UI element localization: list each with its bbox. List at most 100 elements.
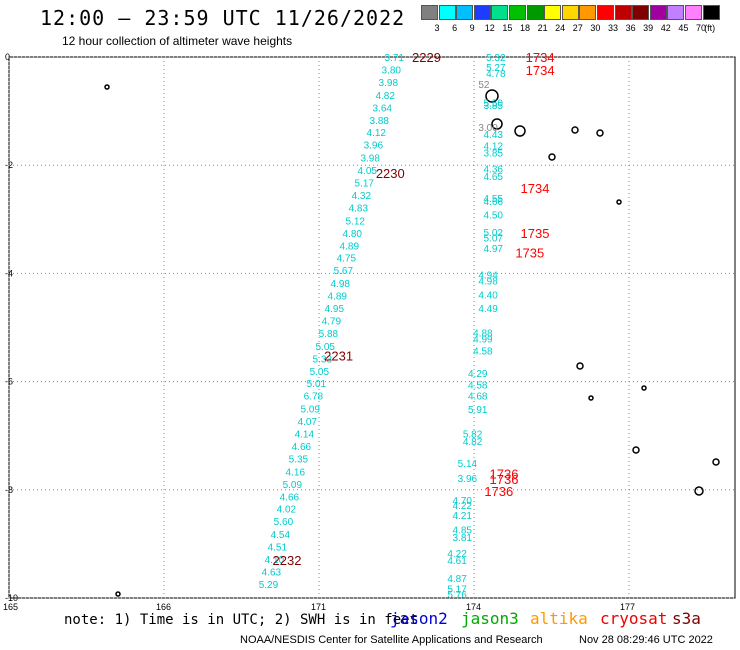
swh-value: 3.98	[379, 78, 399, 89]
legend-swatch	[579, 5, 597, 20]
satellite-label-altika: altika	[530, 609, 588, 628]
island-shape	[588, 395, 594, 401]
swh-value: 4.80	[343, 229, 363, 240]
swh-value: 4.61	[447, 556, 467, 567]
swh-value: 4.87	[447, 574, 467, 585]
swh-value: 4.79	[322, 316, 342, 327]
swh-value: 4.36	[484, 164, 504, 175]
swh-value: 4.02	[277, 505, 297, 516]
swh-value: 5.35	[289, 454, 309, 465]
time-label: 2229	[412, 50, 441, 65]
island-shape	[115, 591, 121, 597]
swh-value: 5.02	[484, 228, 504, 239]
swh-value: 4.43	[484, 130, 504, 141]
legend-label: 3	[434, 23, 440, 33]
legend-swatch	[632, 5, 650, 20]
swh-value: 5.32	[486, 53, 506, 64]
swh-value: 5.12	[345, 216, 365, 227]
legend-swatch	[526, 5, 544, 20]
swh-value: 5.82	[463, 430, 483, 441]
island-shape	[571, 126, 579, 134]
swh-value: 5.27	[486, 63, 506, 74]
lon-tick-label: 171	[311, 602, 326, 612]
legend-label: 15	[502, 23, 513, 33]
swh-value: 3.88	[370, 116, 390, 127]
swh-value: 5.07	[484, 234, 504, 245]
swh-value: 5.17	[447, 585, 467, 596]
legend-label: 33	[607, 23, 618, 33]
swh-value: 4.82	[463, 437, 483, 448]
swh-value: 4.66	[484, 197, 504, 208]
swh-value: 5.09	[301, 405, 321, 416]
lat-tick-label: -8	[5, 485, 13, 495]
legend-label: 6	[452, 23, 458, 33]
island-shape	[548, 153, 556, 161]
lat-tick-label: -6	[5, 377, 13, 387]
swh-value: 4.99	[473, 335, 493, 346]
swh-value: 4.12	[367, 128, 387, 139]
island-shape	[514, 125, 526, 137]
legend-label: 45	[678, 23, 689, 33]
swh-value: 5.33	[313, 354, 333, 365]
legend-label: 9	[469, 23, 475, 33]
swh-value: 5.67	[334, 266, 354, 277]
lat-tick-label: 0	[5, 52, 10, 62]
time-label: 2231	[324, 349, 353, 364]
swh-value: 3.80	[382, 65, 402, 76]
time-label: 1736	[484, 484, 513, 499]
swh-value: 4.29	[468, 369, 488, 380]
swh-value: 3.71	[385, 53, 405, 64]
swh-value: 4.07	[298, 417, 318, 428]
legend-swatch	[438, 5, 456, 20]
swh-value: 4.68	[468, 392, 488, 403]
swh-value: 4.14	[295, 430, 315, 441]
footer-note: note: 1) Time is in UTC; 2) SWH is in fe…	[64, 612, 419, 628]
swh-value: 4.51	[268, 543, 288, 554]
swh-value: 5.76	[447, 590, 467, 601]
lat-tick-label: -10	[5, 593, 18, 603]
swh-value: 5.91	[468, 405, 488, 416]
legend-label: 30	[590, 23, 601, 33]
island-shape	[596, 129, 604, 137]
swh-value: 5.09	[283, 480, 303, 491]
swh-value: 4.94	[478, 271, 498, 282]
page-title: 12:00 – 23:59 UTC 11/26/2022	[40, 6, 406, 30]
swh-value: 4.89	[328, 292, 348, 303]
swh-value: 4.89	[340, 241, 360, 252]
legend-swatch	[702, 5, 720, 20]
lon-tick-label: 174	[466, 602, 481, 612]
swh-value: 3.00	[478, 123, 498, 134]
legend-swatch	[649, 5, 667, 20]
legend-label: 18	[519, 23, 530, 33]
swh-value: 4.58	[468, 380, 488, 391]
swh-value: 4.98	[478, 277, 498, 288]
legend-swatch	[597, 5, 614, 20]
swh-value: 5.17	[355, 179, 375, 190]
legend-label: 42	[660, 23, 671, 33]
time-label: 1736	[490, 472, 519, 487]
time-label: 1734	[521, 181, 550, 196]
legend-swatch	[491, 5, 509, 20]
swh-value: 4.10	[265, 555, 285, 566]
swh-value: 4.49	[478, 304, 498, 315]
credit-timestamp: Nov 28 08:29:46 UTC 2022	[579, 634, 713, 646]
island-shape	[616, 199, 622, 205]
map-frame	[8, 56, 736, 599]
legend-swatch	[561, 5, 579, 20]
legend-label: 70	[695, 23, 706, 33]
swh-value: 4.66	[280, 492, 300, 503]
island-shape	[712, 458, 720, 466]
time-label: 2232	[273, 553, 302, 568]
swh-value: 4.22	[453, 501, 473, 512]
swh-value: 3.81	[453, 533, 473, 544]
swh-value: 4.05	[358, 166, 378, 177]
legend-swatch	[685, 5, 702, 20]
lon-tick-label: 166	[156, 602, 171, 612]
lat-tick-label: -2	[5, 160, 13, 170]
legend-swatch	[421, 5, 438, 20]
island-shape	[485, 89, 499, 103]
swh-value: 3.98	[360, 154, 380, 165]
time-label: 2230	[376, 166, 405, 181]
swh-value: 4.40	[478, 290, 498, 301]
